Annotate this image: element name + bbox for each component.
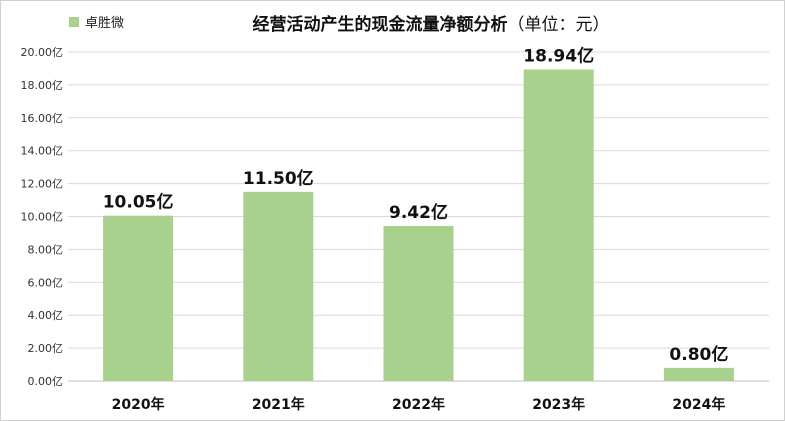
y-tick-label: 12.00亿 <box>21 178 64 191</box>
bar <box>523 69 594 381</box>
y-tick-label: 18.00亿 <box>21 79 64 92</box>
y-tick-label: 14.00亿 <box>21 145 64 158</box>
y-tick-label: 6.00亿 <box>28 276 64 289</box>
x-category-label: 2023年 <box>532 396 585 413</box>
bar <box>103 215 174 381</box>
data-labels: 10.05亿 11.50亿 9.42亿 18.94亿 0.80亿 <box>103 45 729 364</box>
legend-label: 卓胜微 <box>85 16 124 31</box>
y-tick-label: 4.00亿 <box>28 309 64 322</box>
y-tick-label: 0.00亿 <box>28 375 64 388</box>
x-category-label: 2021年 <box>252 396 305 413</box>
data-label: 18.94亿 <box>523 45 594 66</box>
data-label: 10.05亿 <box>103 192 174 213</box>
x-category-label: 2022年 <box>392 396 445 413</box>
bars <box>103 69 734 381</box>
y-tick-label: 10.00亿 <box>21 211 64 224</box>
chart-title-unit: （单位：元） <box>508 15 610 35</box>
data-label: 9.42亿 <box>389 202 448 223</box>
x-axis-categories: 2020年 2021年 2022年 2023年 2024年 <box>112 396 726 413</box>
x-category-label: 2024年 <box>672 396 725 413</box>
bar <box>243 191 314 381</box>
y-tick-label: 8.00亿 <box>28 243 64 256</box>
data-label: 11.50亿 <box>243 168 314 189</box>
data-label: 0.80亿 <box>669 344 728 365</box>
bar <box>663 367 734 381</box>
y-axis-ticks: 0.00亿 2.00亿 4.00亿 6.00亿 8.00亿 10.00亿 12.00亿 14.… <box>21 46 64 388</box>
chart-title-main: 经营活动产生的现金流量净额分析 <box>253 14 508 35</box>
y-tick-label: 20.00亿 <box>21 46 64 59</box>
y-tick-label: 16.00亿 <box>21 112 64 125</box>
y-tick-label: 2.00亿 <box>28 342 64 355</box>
legend: 卓胜微 <box>69 16 124 31</box>
legend-swatch <box>69 17 79 27</box>
chart-title: 经营活动产生的现金流量净额分析（单位：元） <box>253 14 610 35</box>
x-category-label: 2020年 <box>112 396 165 413</box>
bar <box>383 226 454 381</box>
